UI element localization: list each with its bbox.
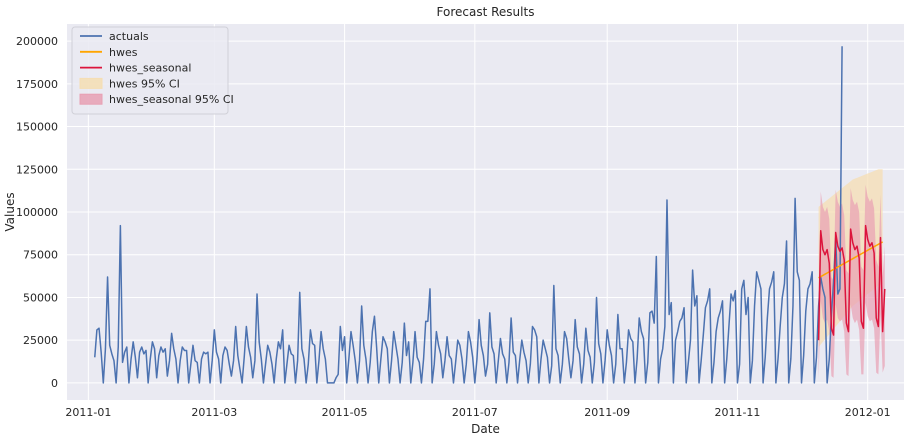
y-tick-label: 50000 bbox=[23, 291, 58, 304]
x-tick-label: 2012-01 bbox=[845, 406, 891, 419]
legend-swatch-hwes-seasonal-ci bbox=[79, 93, 103, 105]
legend-label: hwes_seasonal 95% CI bbox=[109, 93, 234, 106]
y-tick-label: 150000 bbox=[16, 121, 58, 134]
x-tick-label: 2011-11 bbox=[714, 406, 760, 419]
legend-label: hwes 95% CI bbox=[109, 77, 180, 90]
legend-swatch-hwes-ci bbox=[79, 77, 103, 89]
y-tick-label: 75000 bbox=[23, 249, 58, 262]
y-tick-label: 100000 bbox=[16, 206, 58, 219]
tick-labels: 0 25000 50000 75000 100000 125000 150000 175000… bbox=[16, 35, 891, 419]
series-lines bbox=[94, 46, 886, 384]
y-tick-label: 25000 bbox=[23, 334, 58, 347]
x-tick-label: 2011-07 bbox=[452, 406, 498, 419]
y-tick-label: 0 bbox=[51, 377, 58, 390]
legend-box bbox=[71, 26, 229, 115]
chart-title: Forecast Results bbox=[437, 5, 535, 19]
grid-lines bbox=[67, 24, 904, 400]
legend-label: actuals bbox=[109, 30, 149, 43]
legend-label: hwes_seasonal bbox=[109, 62, 191, 75]
series-line-actuals bbox=[94, 46, 843, 384]
x-tick-label: 2011-03 bbox=[191, 406, 237, 419]
x-axis-title: Date bbox=[471, 422, 500, 436]
series-line-hwes-seasonal bbox=[817, 224, 886, 341]
x-tick-label: 2011-01 bbox=[65, 406, 111, 419]
legend-label: hwes bbox=[109, 46, 138, 59]
x-tick-label: 2011-09 bbox=[584, 406, 630, 419]
y-tick-label: 200000 bbox=[16, 35, 58, 48]
y-axis-title: Values bbox=[3, 192, 17, 231]
x-tick-label: 2011-05 bbox=[322, 406, 368, 419]
y-tick-label: 125000 bbox=[16, 163, 58, 176]
y-tick-label: 175000 bbox=[16, 78, 58, 91]
